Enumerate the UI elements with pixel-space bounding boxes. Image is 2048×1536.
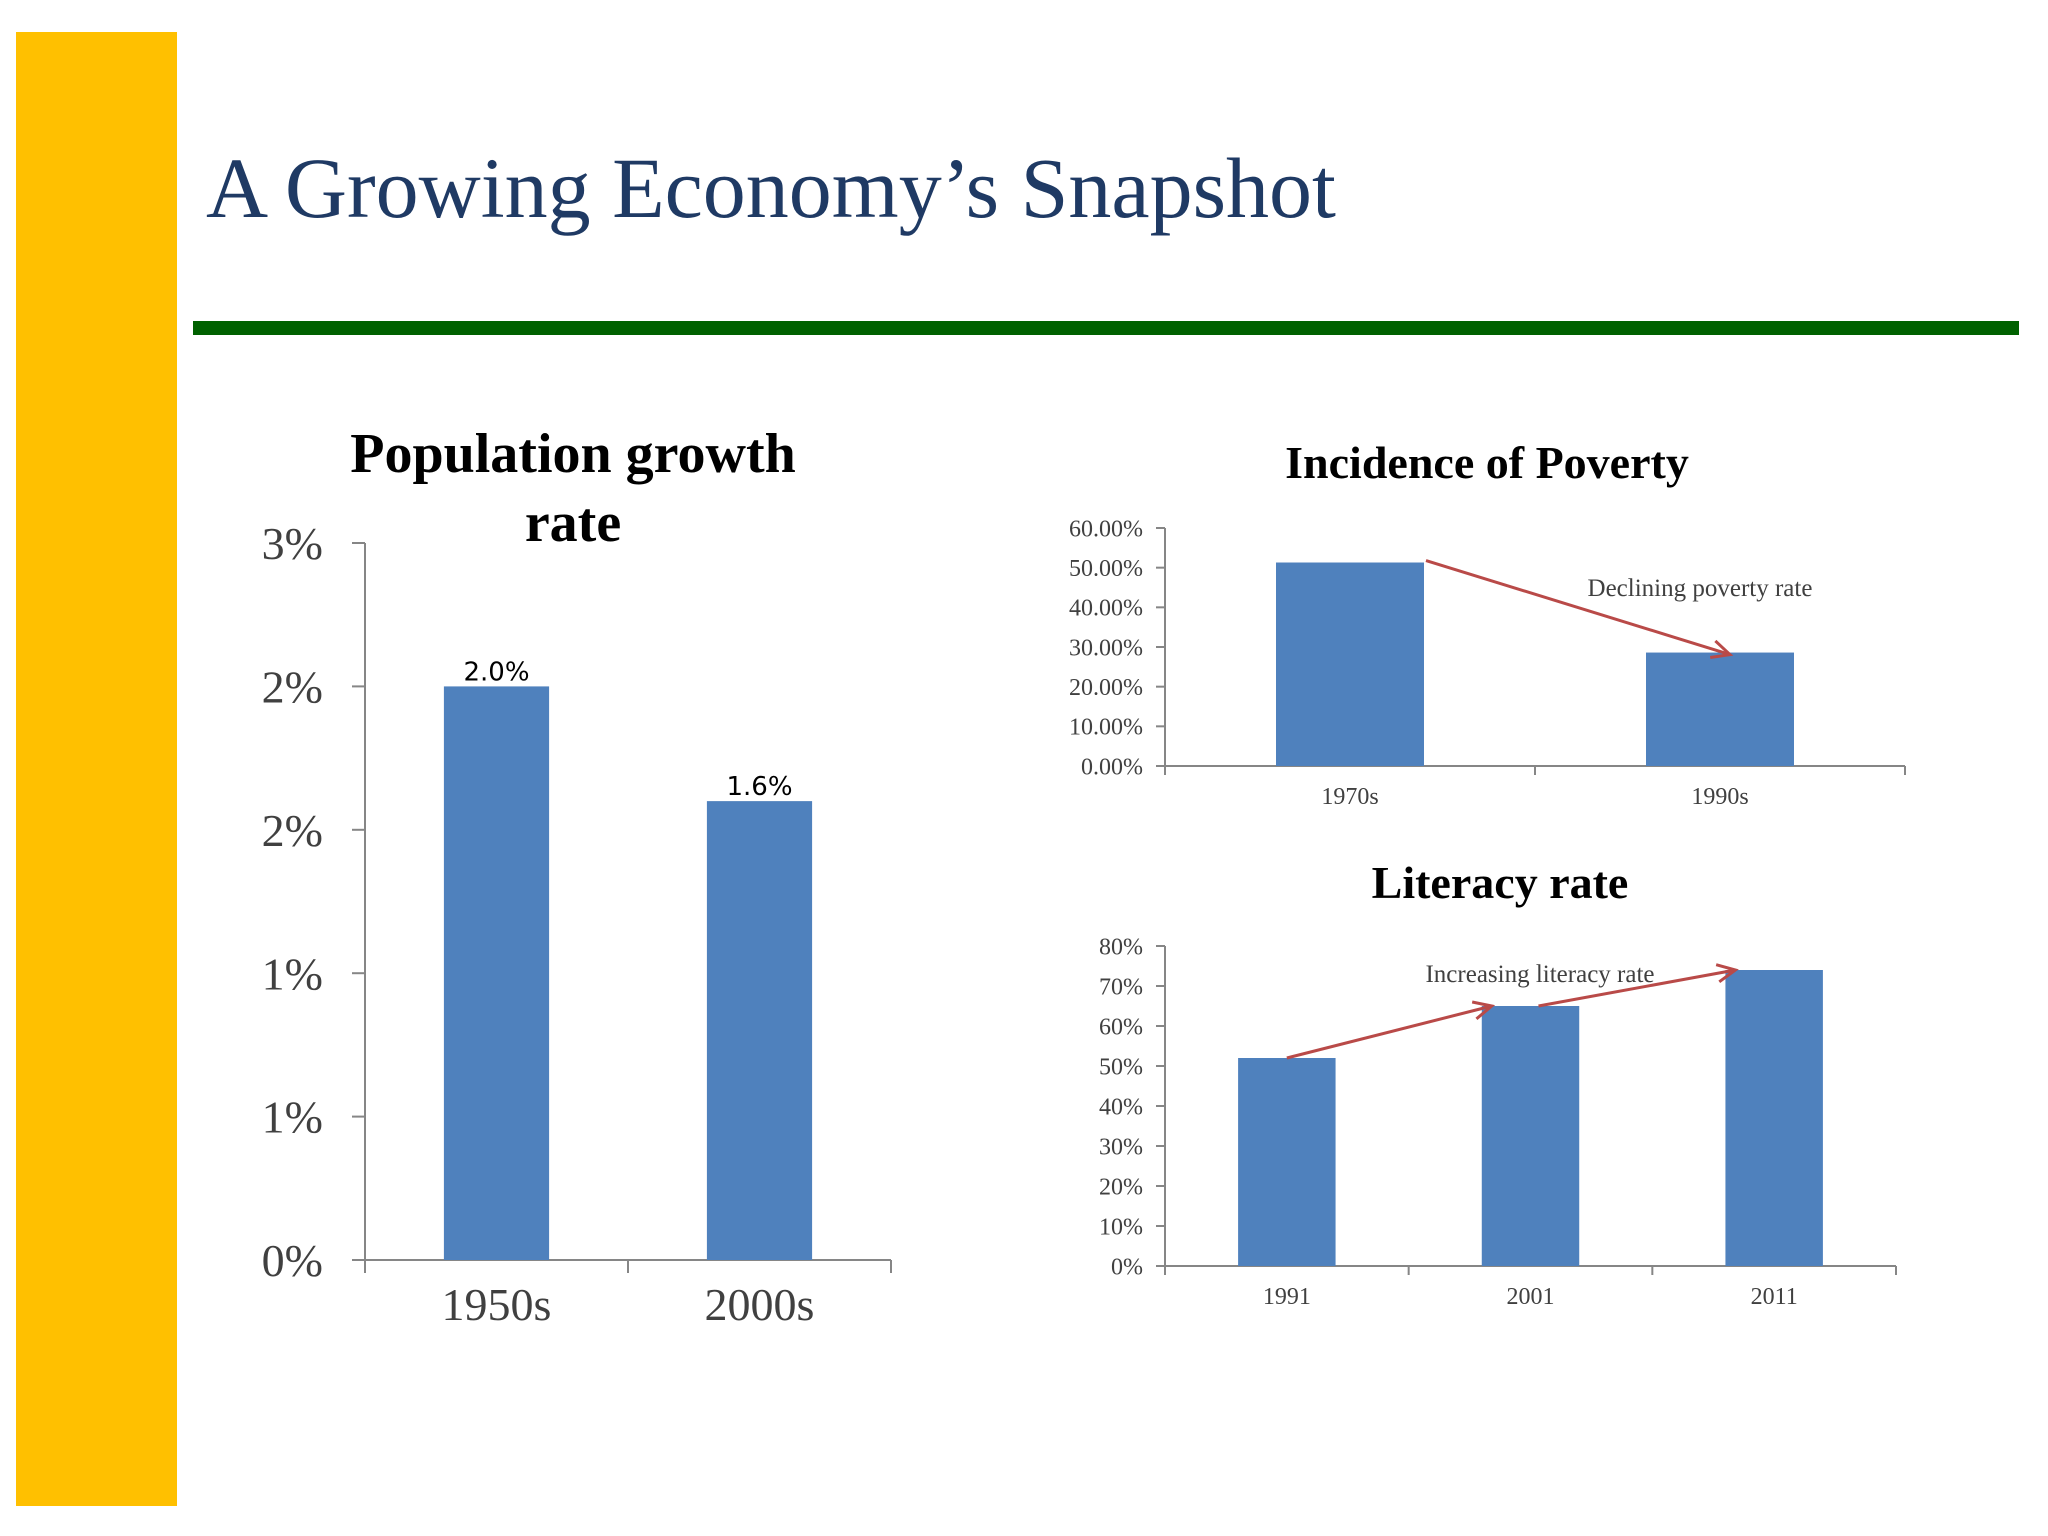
arrow-head xyxy=(1710,639,1734,660)
y-tick-label: 3% xyxy=(262,518,323,569)
x-category-label: 2000s xyxy=(705,1279,815,1330)
left-accent-bar xyxy=(16,32,177,1506)
x-category-label: 2011 xyxy=(1751,1284,1798,1310)
y-tick-label: 60.00% xyxy=(1069,516,1143,542)
bar-1990s xyxy=(1646,652,1794,766)
chart-title: Incidence of Poverty xyxy=(1285,437,1689,488)
title-rule xyxy=(193,321,2019,335)
y-tick-label: 1% xyxy=(262,948,323,999)
data-label: 2.0% xyxy=(463,657,529,687)
y-tick-label: 40% xyxy=(1099,1094,1143,1120)
y-tick-label: 30.00% xyxy=(1069,635,1143,661)
y-tick-label: 2% xyxy=(262,805,323,856)
bar-1970s xyxy=(1276,562,1424,766)
bar-1950s xyxy=(443,686,550,1260)
y-tick-label: 1% xyxy=(262,1092,323,1143)
y-tick-label: 0% xyxy=(1111,1254,1143,1280)
x-category-label: 2001 xyxy=(1507,1284,1555,1310)
arrow-head xyxy=(1715,963,1739,984)
x-category-label: 1991 xyxy=(1263,1284,1311,1310)
trend-annotation: Declining poverty rate xyxy=(1588,575,1813,602)
y-tick-label: 70% xyxy=(1099,974,1143,1000)
y-tick-label: 50% xyxy=(1099,1054,1143,1080)
y-tick-label: 10.00% xyxy=(1069,715,1143,741)
y-tick-label: 30% xyxy=(1099,1134,1143,1160)
trend-annotation: Increasing literacy rate xyxy=(1425,961,1654,988)
chart-title: Population growth xyxy=(350,423,795,485)
trend-arrow xyxy=(1538,968,1736,1008)
bar-1991 xyxy=(1238,1058,1336,1266)
trend-arrow xyxy=(1286,1004,1493,1060)
y-tick-label: 20% xyxy=(1099,1174,1143,1200)
slide-title: A Growing Economy’s Snapshot xyxy=(206,140,1336,236)
y-tick-label: 50.00% xyxy=(1069,556,1143,582)
x-category-label: 1970s xyxy=(1321,784,1378,810)
arrow-head xyxy=(1471,1000,1496,1021)
y-tick-label: 60% xyxy=(1099,1014,1143,1040)
y-tick-label: 0.00% xyxy=(1081,754,1143,780)
chart-title: rate xyxy=(525,492,621,554)
x-category-label: 1950s xyxy=(442,1279,552,1330)
y-tick-label: 20.00% xyxy=(1069,675,1143,701)
bar-2000s xyxy=(706,801,813,1260)
bar-2011 xyxy=(1725,970,1823,1266)
data-label: 1.6% xyxy=(726,772,792,802)
y-tick-label: 40.00% xyxy=(1069,596,1143,622)
bar-2001 xyxy=(1481,1006,1580,1266)
x-category-label: 1990s xyxy=(1691,784,1748,810)
y-tick-label: 80% xyxy=(1099,934,1143,960)
chart-title: Literacy rate xyxy=(1372,857,1629,908)
trend-arrow xyxy=(1425,559,1731,656)
y-tick-label: 2% xyxy=(262,662,323,713)
y-tick-label: 10% xyxy=(1099,1214,1143,1240)
y-tick-label: 0% xyxy=(262,1235,323,1286)
